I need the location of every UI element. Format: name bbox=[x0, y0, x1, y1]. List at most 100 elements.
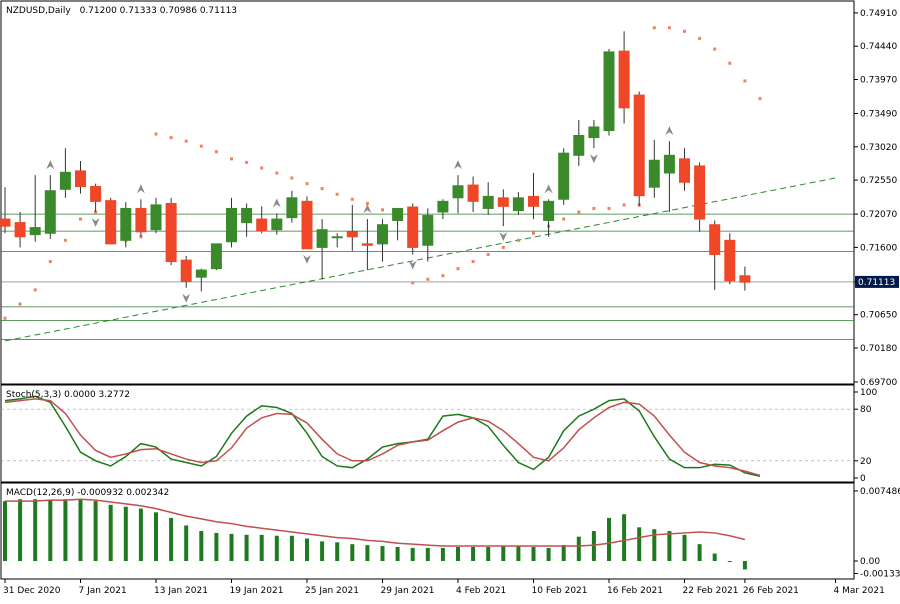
macd-bar bbox=[93, 501, 98, 562]
candle-body bbox=[588, 126, 600, 139]
sar-dot bbox=[698, 36, 702, 40]
stoch-signal-line bbox=[4, 398, 761, 477]
macd-bar bbox=[652, 529, 657, 562]
fractal-up-icon bbox=[363, 204, 372, 214]
sar-dot bbox=[501, 245, 505, 249]
macd-bar bbox=[682, 534, 687, 562]
macd-bar bbox=[697, 544, 702, 562]
macd-bar bbox=[667, 531, 672, 562]
candle-body bbox=[226, 207, 237, 243]
price-tick-label: 0.72550 bbox=[860, 176, 897, 186]
candle-body bbox=[59, 171, 71, 190]
sar-dot bbox=[607, 206, 611, 210]
candle-body bbox=[467, 184, 479, 202]
macd-bar bbox=[456, 546, 460, 562]
macd-bar bbox=[501, 546, 506, 562]
sar-dot bbox=[305, 182, 309, 186]
price-tick-label: 0.71600 bbox=[860, 243, 897, 253]
macd-histogram bbox=[3, 498, 747, 570]
sar-dot bbox=[381, 208, 384, 212]
macd-bar bbox=[169, 517, 174, 562]
fractal-down-icon bbox=[91, 217, 100, 227]
sar-dot bbox=[3, 316, 7, 320]
candle-body bbox=[120, 207, 132, 241]
macd-bar bbox=[184, 525, 189, 562]
stoch-tick-label: 0 bbox=[860, 474, 866, 484]
candle-body bbox=[165, 202, 177, 263]
sar-dot bbox=[320, 187, 324, 191]
sar-dot bbox=[592, 206, 596, 210]
sar-dot bbox=[214, 150, 218, 154]
candle-body bbox=[679, 158, 690, 183]
sar-dot bbox=[743, 79, 747, 83]
macd-bar bbox=[3, 501, 7, 562]
macd-bar bbox=[561, 545, 566, 562]
fractal-up-icon bbox=[46, 160, 55, 170]
price-tick-label: 0.74910 bbox=[860, 9, 897, 19]
sar-dot bbox=[758, 97, 762, 101]
price-tick-label: 0.70650 bbox=[860, 311, 897, 321]
price-axis: 0.74910 0.74440 0.73970 0.73490 0.73020 0.725… bbox=[854, 9, 899, 388]
macd-bar bbox=[380, 546, 385, 562]
macd-bar bbox=[425, 547, 430, 562]
time-tick-label: 4 Feb 2021 bbox=[456, 586, 506, 596]
time-axis: 31 Dec 2020 7 Jan 2021 13 Jan 2021 19 Jan 2… bbox=[3, 579, 885, 596]
sar-dot bbox=[184, 139, 188, 143]
sar-dot bbox=[667, 26, 671, 30]
stoch-pane bbox=[0, 384, 855, 483]
candle-body bbox=[286, 197, 298, 219]
candle-body bbox=[437, 200, 449, 213]
sar-dot bbox=[260, 166, 264, 170]
sar-dot bbox=[622, 203, 626, 207]
macd-bar bbox=[78, 499, 83, 562]
candle-body bbox=[241, 207, 253, 224]
macd-bar bbox=[471, 546, 476, 562]
macd-bar bbox=[214, 532, 219, 562]
sar-dot bbox=[411, 281, 415, 285]
macd-bar bbox=[18, 499, 23, 562]
candle-body bbox=[377, 224, 388, 245]
candle-body bbox=[663, 154, 675, 174]
price-pane bbox=[0, 0, 855, 385]
candle-body bbox=[256, 218, 268, 232]
macd-bar bbox=[622, 514, 627, 562]
time-tick-label: 19 Jan 2021 bbox=[230, 586, 284, 596]
macd-bar bbox=[305, 538, 309, 562]
time-tick-label: 25 Jan 2021 bbox=[305, 586, 359, 596]
sar-dot bbox=[532, 231, 535, 235]
sar-dot bbox=[728, 61, 732, 65]
fractal-up-icon bbox=[544, 184, 553, 194]
macd-bar bbox=[63, 499, 68, 562]
candle-body bbox=[392, 207, 404, 221]
fractal-down-icon bbox=[589, 154, 598, 164]
candle-body bbox=[709, 224, 721, 255]
macd-bar bbox=[727, 561, 732, 563]
macd-bar bbox=[516, 546, 521, 562]
fractal-up-icon bbox=[136, 184, 145, 194]
time-tick-label: 10 Feb 2021 bbox=[532, 586, 588, 596]
sar-dot bbox=[245, 160, 249, 164]
macd-bar bbox=[154, 512, 158, 562]
sar-dot bbox=[18, 302, 22, 306]
macd-bar bbox=[138, 508, 143, 562]
macd-bar bbox=[259, 534, 264, 562]
macd-tick-label: 0.007486 bbox=[860, 487, 900, 497]
time-tick-label: 31 Dec 2020 bbox=[3, 586, 61, 596]
candle-body bbox=[482, 195, 494, 209]
macd-tick-label: 0.00 bbox=[860, 557, 880, 567]
sar-dot bbox=[290, 176, 294, 180]
time-tick-label: 22 Feb 2021 bbox=[683, 586, 739, 596]
candle-body bbox=[316, 229, 328, 248]
price-tick-label: 0.73490 bbox=[860, 110, 897, 120]
time-tick-label: 4 Mar 2021 bbox=[834, 586, 885, 596]
sar-dot bbox=[577, 210, 581, 214]
sar-dot bbox=[471, 260, 475, 264]
sar-dot bbox=[48, 260, 52, 264]
macd-bar bbox=[123, 506, 128, 562]
sar-dot bbox=[365, 201, 369, 205]
macd-bar bbox=[486, 546, 491, 562]
